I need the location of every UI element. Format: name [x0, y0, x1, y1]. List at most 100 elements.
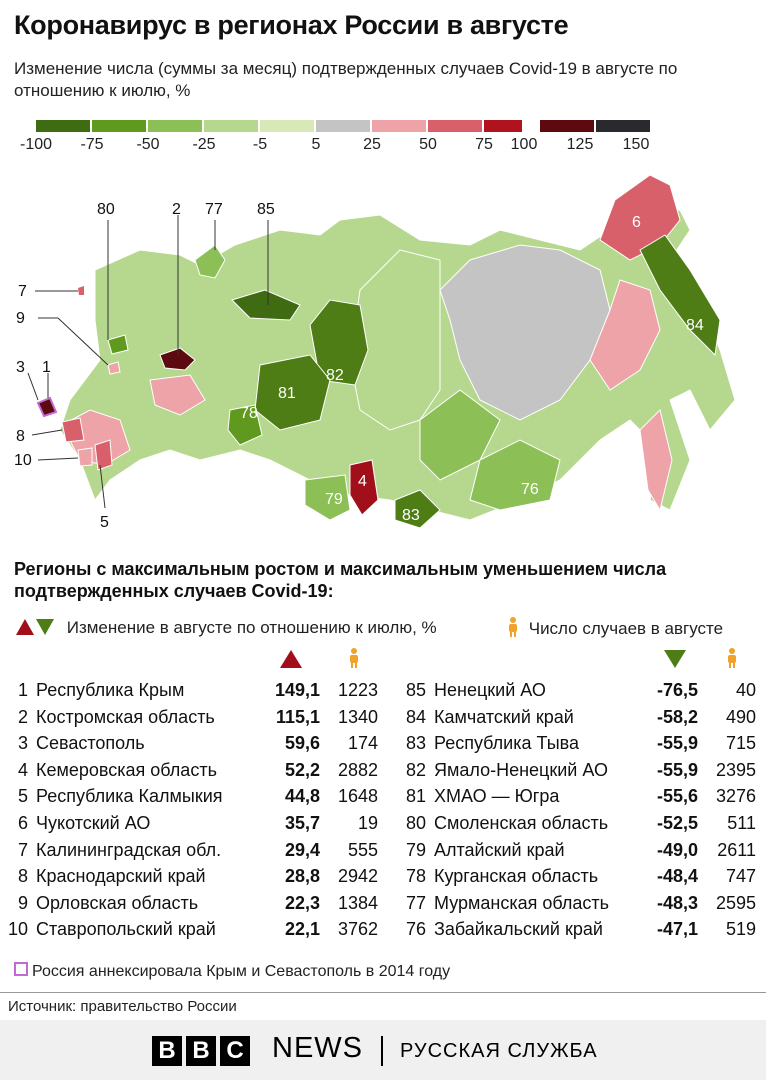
region-name: Республика Калмыкия	[36, 786, 223, 807]
case-count: 2595	[715, 892, 756, 913]
legend-tick: 100	[510, 136, 538, 153]
case-count: 3276	[715, 786, 756, 807]
change-value: -48,4	[656, 866, 698, 887]
change-value: -47,1	[656, 919, 698, 940]
legend-swatch	[596, 120, 650, 132]
legend-tick: 125	[566, 136, 594, 153]
rank: 80	[405, 813, 426, 833]
region-name: Забайкальский край	[434, 919, 603, 940]
region-name: Алтайский край	[434, 839, 565, 860]
rank: 85	[405, 680, 426, 700]
region-smolensk	[107, 334, 129, 355]
map-label-10: 10	[14, 452, 32, 469]
decline-column-icon	[664, 650, 686, 668]
rank: 79	[405, 839, 426, 860]
rank: 81	[405, 786, 426, 807]
table-row: 77 Мурманская область -48,3 2595	[0, 890, 766, 916]
map-label-1: 1	[42, 359, 51, 376]
map-label-5: 5	[100, 514, 109, 531]
change-value: 35,7	[284, 813, 320, 833]
case-count: 1223	[337, 680, 378, 700]
region-kamchatka	[639, 234, 721, 357]
legend-tick: 5	[311, 136, 321, 153]
divider	[0, 992, 766, 993]
rank: 1	[17, 680, 28, 700]
region-name: Ставропольский край	[36, 919, 216, 940]
legend-tick: 150	[622, 136, 650, 153]
change-value: -58,2	[656, 706, 698, 727]
rank: 7	[17, 839, 28, 860]
legend-tick: -5	[252, 136, 268, 153]
case-count: 747	[725, 866, 756, 887]
case-count: 2611	[717, 839, 756, 860]
growth-column-icon	[280, 650, 302, 668]
rank: 4	[17, 759, 28, 780]
change-value: -52,5	[656, 813, 698, 833]
region-altai	[304, 474, 351, 521]
region-kaliningrad	[78, 286, 84, 295]
case-count: 174	[347, 733, 378, 754]
change-value: 44,8	[284, 786, 320, 807]
table-row: 5 Республика Калмыкия 44,8 1648	[0, 783, 766, 809]
legend-tick: -100	[19, 136, 53, 153]
table-row: 76 Забайкальский край -47,1 519	[0, 916, 766, 942]
legend-tick: -25	[192, 136, 216, 153]
region-name: ХМАО — Югра	[434, 786, 560, 807]
region-stavropol	[77, 447, 93, 467]
region-kurgan	[227, 404, 263, 446]
map-label-4: 4	[358, 473, 367, 490]
table-row: 80 Смоленская область -52,5 511	[0, 810, 766, 836]
count-key-label: Число случаев в августе	[528, 619, 724, 638]
region-name: Республика Крым	[36, 680, 185, 700]
rank: 8	[17, 866, 28, 887]
table-row: 7 Калининградская обл. 29,4 555	[0, 837, 766, 863]
legend-swatch	[316, 120, 370, 132]
region-name: Чукотский АО	[36, 813, 151, 833]
table-row: 10 Ставропольский край 22,1 3762	[0, 916, 766, 942]
change-value: -55,9	[656, 733, 698, 754]
rank: 9	[17, 892, 28, 913]
table-row: 85 Ненецкий АО -76,5 40	[0, 677, 766, 703]
case-count: 19	[357, 813, 378, 833]
map-label-77: 77	[205, 201, 223, 218]
legend-swatch	[148, 120, 202, 132]
change-key-label: Изменение в августе по отношению к июлю,…	[66, 618, 437, 637]
legend-swatch	[540, 120, 594, 132]
rank: 83	[405, 733, 426, 754]
rank: 84	[405, 706, 426, 727]
table-row: 83 Республика Тыва -55,9 715	[0, 730, 766, 756]
change-value: 52,2	[284, 759, 320, 780]
map-label-82: 82	[326, 367, 344, 384]
region-crimea	[36, 396, 58, 418]
region-kostroma	[159, 347, 196, 371]
case-count: 1384	[337, 892, 378, 913]
change-value: -55,6	[656, 786, 698, 807]
change-value: -49,0	[656, 839, 698, 860]
region-name: Костромская область	[36, 706, 215, 727]
region-krasnodar	[61, 417, 85, 443]
legend-swatch	[92, 120, 146, 132]
map-label-78: 78	[240, 405, 258, 422]
annexation-note: Россия аннексировала Крым и Севастополь …	[14, 962, 450, 981]
map-label-85: 85	[257, 201, 275, 218]
count-key: Число случаев в августе	[508, 617, 723, 639]
service-name: РУССКАЯ СЛУЖБА	[400, 1040, 598, 1062]
bbc-logo-block: B	[186, 1036, 216, 1066]
region-name: Ненецкий АО	[434, 680, 546, 700]
table-row: 82 Ямало-Ненецкий АО -55,9 2395	[0, 757, 766, 783]
case-count: 555	[347, 839, 378, 860]
count-column-icon	[350, 648, 358, 668]
region-far-east	[589, 279, 661, 391]
region-kalmykia	[94, 439, 113, 471]
news-wordmark: NEWS	[272, 1032, 363, 1064]
annexation-note-text: Россия аннексировала Крым и Севастополь …	[32, 963, 451, 980]
case-count: 40	[735, 680, 756, 700]
map-label-81: 81	[278, 385, 296, 402]
map-label-79: 79	[325, 491, 343, 508]
map-label-3: 3	[16, 359, 25, 376]
region-name: Орловская область	[36, 892, 199, 913]
case-count: 715	[725, 733, 756, 754]
rank: 3	[17, 733, 28, 754]
table-row: 8 Краснодарский край 28,8 2942	[0, 863, 766, 889]
